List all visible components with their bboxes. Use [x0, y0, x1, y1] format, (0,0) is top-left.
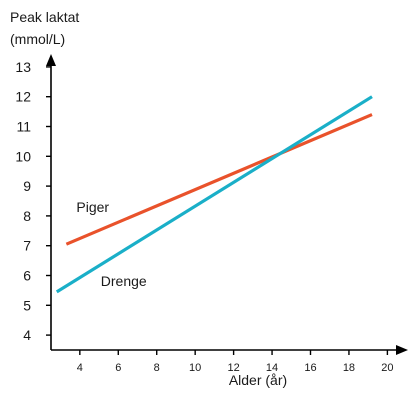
x-tick-label: 8: [154, 362, 160, 374]
y-axis-label-line-1: Peak laktat: [10, 9, 79, 25]
x-tick-label: 18: [343, 362, 355, 374]
y-tick-label: 6: [23, 268, 31, 284]
x-tick-label: 10: [189, 362, 201, 374]
y-axis-ticks: 4 5 6 7 8 9 10 11 12 13: [15, 59, 51, 343]
y-tick-label: 4: [23, 327, 31, 343]
x-tick-label: 14: [266, 362, 278, 374]
x-axis-label: Alder (år): [229, 372, 287, 388]
y-tick-label: 8: [23, 208, 31, 224]
y-axis-arrow-icon: [46, 54, 56, 66]
y-tick-label: 9: [23, 178, 31, 194]
y-axis-label-line-2: (mmol/L): [10, 31, 65, 47]
series-line-drenge: [55, 95, 373, 294]
x-tick-label: 20: [381, 362, 393, 374]
series-label-drenge: Drenge: [101, 273, 147, 289]
series-line-piger: [65, 113, 373, 246]
x-tick-label: 16: [304, 362, 316, 374]
y-tick-label: 11: [16, 119, 31, 135]
y-tick-label: 7: [23, 238, 31, 254]
y-tick-label: 13: [15, 59, 31, 75]
x-axis-ticks: 4 6 8 10 12 14 16 18 20: [77, 350, 394, 374]
series-label-piger: Piger: [76, 199, 109, 215]
x-axis-arrow-icon: [396, 345, 408, 355]
axes: [46, 54, 408, 355]
series-lines: Piger Drenge: [55, 95, 373, 294]
y-tick-label: 10: [15, 148, 31, 164]
x-tick-label: 4: [77, 362, 83, 374]
x-tick-label: 12: [227, 362, 239, 374]
y-tick-label: 12: [15, 89, 31, 105]
y-tick-label: 5: [23, 297, 31, 313]
x-tick-label: 6: [115, 362, 121, 374]
